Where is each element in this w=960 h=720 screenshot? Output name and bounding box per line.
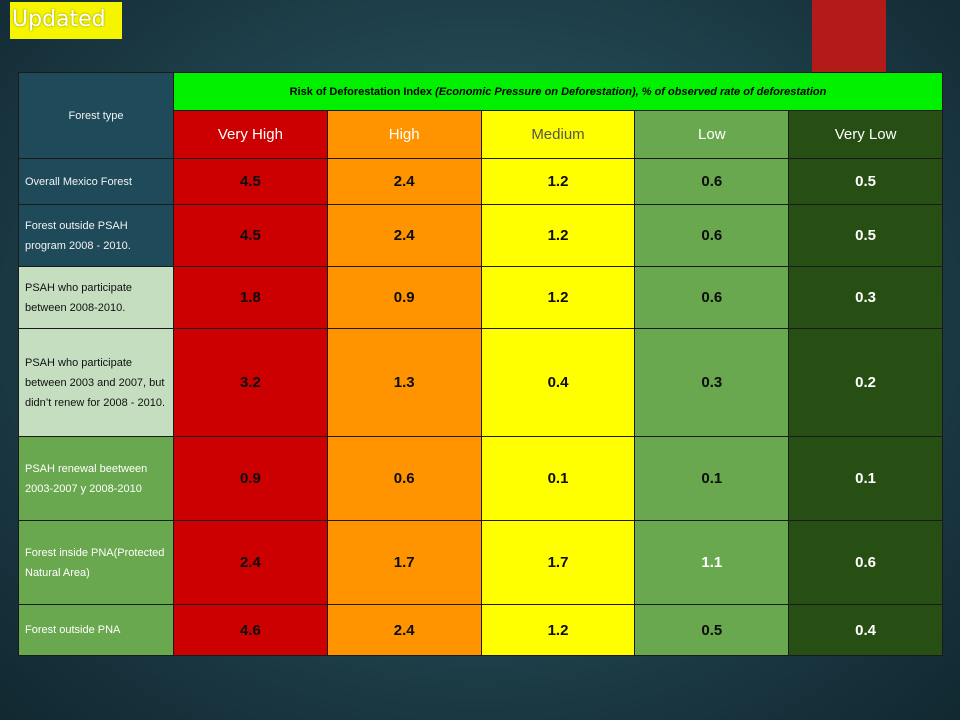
table-cell: 2.4	[326, 158, 482, 205]
table-cell: 0.5	[788, 204, 944, 267]
table-cell: 0.5	[788, 158, 944, 205]
table-cell: 0.6	[634, 266, 790, 329]
table-cell: 0.1	[480, 436, 636, 521]
row-label: Forest outside PNA	[18, 604, 174, 656]
row-label: Overall Mexico Forest	[18, 158, 174, 205]
risk-index-title-suffix: , % of observed rate of deforestation	[635, 85, 827, 98]
table-cell: 0.1	[788, 436, 944, 521]
table-cell: 0.3	[634, 328, 790, 437]
table-cell: 0.9	[326, 266, 482, 329]
table-cell: 1.8	[173, 266, 328, 329]
table-cell: 1.1	[634, 520, 790, 605]
table-row: Forest outside PNA 4.6 2.4 1.2 0.5 0.4	[18, 604, 944, 656]
red-accent-tab	[812, 0, 886, 72]
risk-index-title: Risk of Deforestation Index	[289, 85, 433, 98]
table-cell: 0.6	[634, 158, 790, 205]
row-label: Forest outside PSAH program 2008 - 2010.	[18, 204, 174, 267]
table-cell: 0.9	[173, 436, 328, 521]
table-cell: 0.6	[634, 204, 790, 267]
table-row: PSAH who participate between 2008-2010. …	[18, 266, 944, 329]
table-cell: 2.4	[173, 520, 328, 605]
table-cell: 4.5	[173, 204, 328, 267]
table-cell: 1.2	[480, 266, 636, 329]
table-cell: 0.6	[788, 520, 944, 605]
table-cell: 4.5	[173, 158, 328, 205]
table-row: Overall Mexico Forest 4.5 2.4 1.2 0.6 0.…	[18, 158, 944, 205]
row-label: Forest inside PNA(Protected Natural Area…	[18, 520, 174, 605]
level-header-low: Low	[634, 110, 790, 159]
deforestation-risk-table: Forest type Risk of Deforestation Index …	[18, 72, 944, 656]
row-label: PSAH who participate between 2003 and 20…	[18, 328, 174, 437]
table-cell: 1.3	[326, 328, 482, 437]
table-row: PSAH renewal beetween 2003-2007 y 2008-2…	[18, 436, 944, 521]
table-row: Forest inside PNA(Protected Natural Area…	[18, 520, 944, 605]
table-cell: 0.2	[788, 328, 944, 437]
risk-index-title-italic: (Economic Pressure on Deforestation)	[435, 85, 636, 98]
table-cell: 1.2	[480, 204, 636, 267]
level-header-very-low: Very Low	[788, 110, 944, 159]
table-cell: 2.4	[326, 604, 482, 656]
level-header-very-high: Very High	[173, 110, 328, 159]
table-row: Forest outside PSAH program 2008 - 2010.…	[18, 204, 944, 267]
updated-badge-label: Updated	[12, 7, 106, 32]
table-cell: 1.7	[326, 520, 482, 605]
table-cell: 3.2	[173, 328, 328, 437]
table-cell: 0.4	[788, 604, 944, 656]
row-label: PSAH who participate between 2008-2010.	[18, 266, 174, 329]
table-cell: 1.2	[480, 604, 636, 656]
level-header-high: High	[326, 110, 482, 159]
risk-index-header: Risk of Deforestation Index (Economic Pr…	[172, 72, 944, 111]
level-header-medium: Medium	[480, 110, 636, 159]
row-label: PSAH renewal beetween 2003-2007 y 2008-2…	[18, 436, 174, 521]
table-cell: 0.4	[480, 328, 636, 437]
table-cell: 0.5	[634, 604, 790, 656]
table-cell: 1.2	[480, 158, 636, 205]
updated-badge: Updated	[10, 2, 122, 39]
table-cell: 0.3	[788, 266, 944, 329]
table-cell: 1.7	[480, 520, 636, 605]
table-cell: 2.4	[326, 204, 482, 267]
table-cell: 4.6	[173, 604, 328, 656]
forest-type-header: Forest type	[18, 72, 174, 159]
table-cell: 0.6	[326, 436, 482, 521]
table-row: PSAH who participate between 2003 and 20…	[18, 328, 944, 437]
table-cell: 0.1	[634, 436, 790, 521]
